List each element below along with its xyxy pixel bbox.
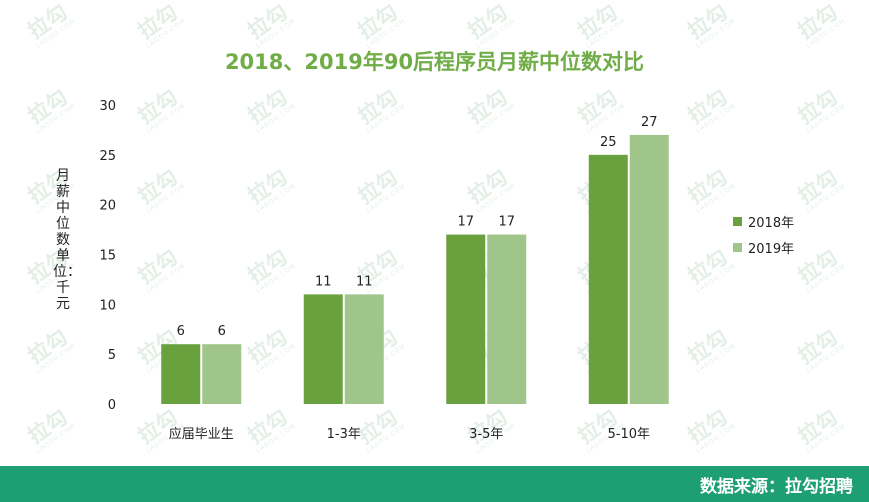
y-tick-label: 5 — [108, 348, 116, 363]
bar — [202, 344, 242, 404]
data-source: 数据来源：拉勾招聘 — [700, 477, 853, 497]
x-tick-label: 应届毕业生 — [169, 426, 234, 442]
x-tick-label: 3-5年 — [469, 427, 503, 442]
legend-swatch-2018 — [733, 216, 742, 226]
y-tick-label: 0 — [108, 398, 116, 413]
legend-item-2018: 2018年 — [733, 208, 794, 234]
data-label: 27 — [641, 115, 658, 130]
y-tick-label: 20 — [99, 199, 116, 214]
data-label: 25 — [600, 135, 617, 150]
y-tick-label: 10 — [99, 298, 116, 313]
legend-swatch-2019 — [733, 242, 742, 252]
bar — [161, 344, 201, 404]
data-label: 11 — [356, 274, 373, 289]
bar-chart: 0 5 10 15 20 25 30 6 6 应届毕业生 11 11 1-3年 17 17 3-5年 25 27 5… — [99, 99, 669, 442]
bar — [344, 294, 384, 404]
legend-item-2019: 2019年 — [733, 234, 794, 260]
bar — [446, 234, 486, 404]
bar — [303, 294, 343, 404]
legend-label-2019: 2019年 — [748, 241, 795, 257]
data-label: 6 — [218, 324, 226, 339]
footer-bar: 数据来源：拉勾招聘 — [0, 466, 869, 502]
data-label: 11 — [315, 274, 332, 289]
legend-label-2018: 2018年 — [748, 215, 795, 231]
bar — [487, 234, 527, 404]
data-label: 17 — [498, 215, 515, 230]
y-tick-label: 30 — [99, 99, 116, 114]
bar — [629, 134, 669, 404]
chart-title: 2018、2019年90后程序员月薪中位数对比 — [224, 50, 645, 74]
x-tick-label: 1-3年 — [327, 427, 361, 442]
bar — [588, 154, 628, 404]
y-tick-label: 15 — [99, 249, 116, 264]
x-tick-label: 5-10年 — [607, 427, 650, 442]
data-label: 6 — [177, 324, 185, 339]
legend: 2018年 2019年 — [733, 208, 794, 260]
data-label: 17 — [457, 215, 474, 230]
y-tick-label: 25 — [99, 149, 116, 164]
